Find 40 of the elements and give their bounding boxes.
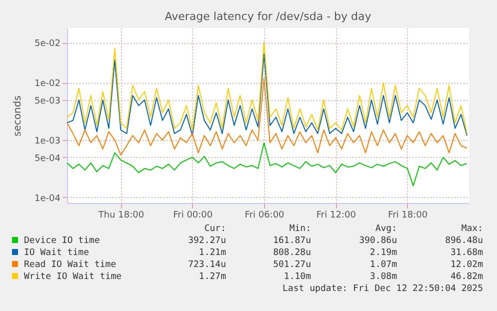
legend-label: IO Wait time: [24, 248, 90, 258]
y-tick-label: 5e-02: [34, 39, 60, 50]
text: 31.68m: [450, 248, 483, 258]
text: 1.10m: [284, 272, 311, 282]
y-axis-title: seconds: [12, 96, 24, 136]
text: 501.27u: [273, 260, 311, 270]
x-tick-label: Fri 06:00: [244, 210, 285, 220]
text: 723.14u: [188, 260, 226, 270]
y-tick-label: 1e-04: [34, 194, 61, 204]
text: Last update: Fri Dec 12 22:50:04 2025: [282, 284, 483, 294]
y-tick-label: 1e-03: [34, 136, 60, 147]
text: 896.48u: [445, 236, 483, 246]
text: 12.02m: [450, 260, 483, 270]
x-tick-label: Thu 18:00: [97, 210, 144, 220]
line-series: [67, 78, 468, 156]
text: 1.21m: [198, 248, 226, 258]
text: Max:: [461, 224, 483, 234]
text: 46.82m: [450, 272, 483, 282]
text: 808.28u: [273, 248, 311, 258]
text: Avg:: [375, 224, 397, 234]
text: Cur:: [204, 224, 226, 234]
text: 161.87u: [273, 236, 311, 246]
x-tick-label: Fri 18:00: [388, 210, 428, 220]
text: 1.27m: [198, 272, 226, 282]
text: 392.27u: [188, 236, 226, 246]
text: 2.19m: [370, 248, 397, 258]
x-tick-label: Fri 00:00: [173, 210, 213, 220]
text: 390.86u: [359, 236, 397, 246]
text: 3.08m: [370, 272, 397, 282]
y-tick-label: 1e-02: [34, 79, 60, 90]
y-tick-label: 5e-04: [34, 154, 61, 164]
line-series: [67, 142, 468, 186]
text: 1.07m: [370, 260, 397, 270]
text: Min:: [289, 224, 311, 234]
legend-label: Write IO Wait time: [24, 272, 122, 282]
legend-label: Read IO Wait time: [24, 260, 116, 270]
y-tick-label: 5e-03: [34, 96, 60, 106]
x-tick-label: Fri 12:00: [316, 210, 356, 220]
legend-label: Device IO time: [24, 236, 100, 246]
chart-title: Average latency for /dev/sda - by day: [164, 10, 372, 23]
